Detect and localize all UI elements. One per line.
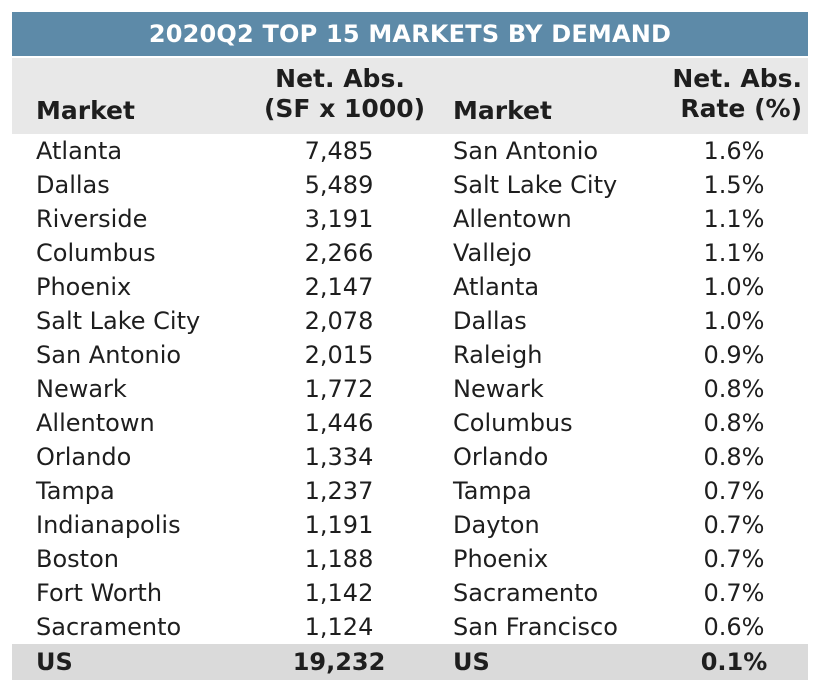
net-abs-cell: 1,237	[304, 477, 374, 505]
table-row: Allentown 1,446 Columbus 0.8%	[12, 406, 808, 440]
net-abs-cell: 2,266	[304, 239, 374, 267]
table-row: Dallas 5,489 Salt Lake City 1.5%	[12, 168, 808, 202]
rate-cell: 1.1%	[703, 239, 765, 267]
rate-cell: 1.1%	[703, 205, 765, 233]
table-row: Phoenix 2,147 Atlanta 1.0%	[12, 270, 808, 304]
market-cell: Salt Lake City	[36, 307, 201, 335]
rate-market-cell: Sacramento	[453, 579, 599, 607]
market-cell: Columbus	[36, 239, 156, 267]
rate-market-cell: San Francisco	[453, 613, 618, 641]
rate-market-cell: San Antonio	[453, 137, 599, 165]
rate-cell: 0.7%	[703, 511, 765, 539]
rate-cell: 0.8%	[703, 409, 765, 437]
rate-market-cell: Dayton	[453, 511, 540, 539]
market-cell: Phoenix	[36, 273, 132, 301]
net-abs-cell: 1,124	[304, 613, 374, 641]
table-row: Riverside 3,191 Allentown 1.1%	[12, 202, 808, 236]
market-cell: Orlando	[36, 443, 132, 471]
rate-market-cell: Phoenix	[453, 545, 549, 573]
net-abs-cell: 1,772	[304, 375, 374, 403]
rate-cell: 0.7%	[703, 477, 765, 505]
net-abs-cell: 2,078	[304, 307, 374, 335]
table-row: Atlanta 7,485 San Antonio 1.6%	[12, 134, 808, 168]
table-row: Boston 1,188 Phoenix 0.7%	[12, 542, 808, 576]
rate-market-cell: Allentown	[453, 205, 572, 233]
net-abs-cell: 1,446	[304, 409, 374, 437]
net-abs-cell: 5,489	[304, 171, 374, 199]
table-row: Columbus 2,266 Vallejo 1.1%	[12, 236, 808, 270]
market-cell: Fort Worth	[36, 579, 163, 607]
market-cell: Allentown	[36, 409, 155, 437]
market-cell: Sacramento	[36, 613, 182, 641]
net-abs-cell: 7,485	[304, 137, 374, 165]
rate-cell: 0.8%	[703, 375, 765, 403]
table-row: San Antonio 2,015 Raleigh 0.9%	[12, 338, 808, 372]
total-rate-market: US	[453, 648, 490, 676]
rate-cell: 1.0%	[703, 307, 765, 335]
table-row: Salt Lake City 2,078 Dallas 1.0%	[12, 304, 808, 338]
header-rate-line1: Net. Abs.	[672, 64, 802, 93]
table-title: 2020Q2 TOP 15 MARKETS BY DEMAND	[12, 12, 808, 56]
header-rate-line2: Rate (%)	[680, 94, 802, 123]
header-rate: Net. Abs. Rate (%)	[652, 64, 802, 124]
table-row: Fort Worth 1,142 Sacramento 0.7%	[12, 576, 808, 610]
market-cell: Tampa	[36, 477, 115, 505]
table-body: Atlanta 7,485 San Antonio 1.6% Dallas 5,489 Sa…	[12, 134, 808, 644]
net-abs-cell: 2,147	[304, 273, 374, 301]
total-net-abs: 19,232	[292, 648, 386, 676]
header-net-abs-line2: (SF x 1000)	[264, 94, 426, 123]
rate-cell: 0.7%	[703, 545, 765, 573]
header-net-abs: Net. Abs. (SF x 1000)	[264, 64, 426, 124]
market-cell: San Antonio	[36, 341, 182, 369]
net-abs-cell: 1,142	[304, 579, 374, 607]
rate-market-cell: Raleigh	[453, 341, 543, 369]
rate-market-cell: Tampa	[453, 477, 532, 505]
rate-market-cell: Vallejo	[453, 239, 532, 267]
table-header: Market Net. Abs. (SF x 1000) Market Net.…	[12, 58, 808, 134]
net-abs-cell: 1,188	[304, 545, 374, 573]
table-row: Newark 1,772 Newark 0.8%	[12, 372, 808, 406]
rate-cell: 1.5%	[703, 171, 765, 199]
net-abs-cell: 3,191	[304, 205, 374, 233]
rate-cell: 1.0%	[703, 273, 765, 301]
net-abs-cell: 1,334	[304, 443, 374, 471]
market-cell: Newark	[36, 375, 127, 403]
market-cell: Riverside	[36, 205, 148, 233]
rate-market-cell: Orlando	[453, 443, 549, 471]
rate-market-cell: Atlanta	[453, 273, 540, 301]
net-abs-cell: 2,015	[304, 341, 374, 369]
rate-cell: 0.8%	[703, 443, 765, 471]
market-cell: Atlanta	[36, 137, 123, 165]
rate-cell: 0.9%	[703, 341, 765, 369]
market-cell: Boston	[36, 545, 119, 573]
rate-cell: 0.7%	[703, 579, 765, 607]
market-cell: Indianapolis	[36, 511, 181, 539]
table-row: Tampa 1,237 Tampa 0.7%	[12, 474, 808, 508]
total-market: US	[36, 648, 73, 676]
net-abs-cell: 1,191	[304, 511, 374, 539]
rate-market-cell: Columbus	[453, 409, 573, 437]
total-rate: 0.1%	[700, 648, 768, 676]
rate-market-cell: Salt Lake City	[453, 171, 618, 199]
rate-cell: 0.6%	[703, 613, 765, 641]
header-net-abs-line1: Net. Abs.	[275, 64, 405, 93]
rate-market-cell: Newark	[453, 375, 544, 403]
rate-market-cell: Dallas	[453, 307, 527, 335]
table-row: Orlando 1,334 Orlando 0.8%	[12, 440, 808, 474]
header-market-right: Market	[453, 96, 552, 125]
table-row: Sacramento 1,124 San Francisco 0.6%	[12, 610, 808, 644]
rate-cell: 1.6%	[703, 137, 765, 165]
market-cell: Dallas	[36, 171, 110, 199]
total-row: US 19,232 US 0.1%	[12, 644, 808, 680]
header-market-left: Market	[36, 96, 135, 125]
table-row: Indianapolis 1,191 Dayton 0.7%	[12, 508, 808, 542]
